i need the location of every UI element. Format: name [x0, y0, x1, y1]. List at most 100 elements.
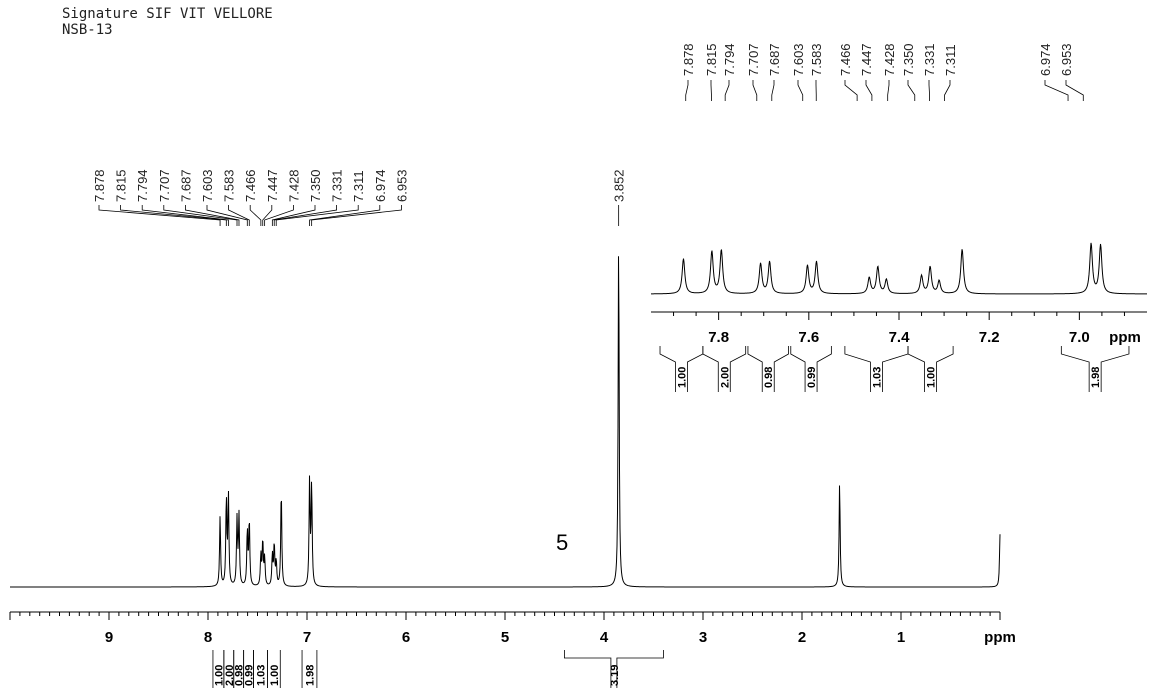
integral-bracket: [267, 650, 281, 688]
peak-label: 7.794: [135, 169, 150, 202]
peak-label: 6.953: [394, 169, 409, 202]
integral-bracket: [564, 650, 664, 688]
peak-label-leader: [185, 205, 240, 226]
x-tick-label: 7: [303, 629, 311, 646]
compound-number: 5: [556, 530, 569, 555]
inset-integral-value: 1.03: [871, 367, 883, 388]
inset-spectrum: 7.8 7.6 7.4 7.2 7.0 ppm 7.878 7.815 7.794 7.707 7.…: [650, 43, 1147, 392]
peak-label: 7.707: [157, 169, 172, 202]
inset-peak-leader: [887, 80, 890, 101]
integral-value: 2.00: [224, 665, 236, 686]
inset-integral-value: 0.98: [763, 367, 775, 388]
inset-tick-label: 7.2: [979, 329, 1000, 346]
main-spectrum: 9 8 7 6 5 4 3 2 1 ppm 7.878 7.815 7.794 7.707 7.687 7.6…: [9, 169, 1016, 688]
peak-label-leader: [163, 205, 238, 226]
inset-peak-leader: [685, 80, 689, 101]
peak-label-leader: [228, 205, 250, 226]
inset-peak-leader: [797, 80, 804, 101]
inset-peak-label: 7.603: [791, 43, 806, 76]
inset-unit-label: ppm: [1109, 329, 1141, 346]
integral-value: 3.19: [609, 665, 621, 686]
spectrum-title: Signature SIF VIT VELLORE: [62, 6, 273, 22]
inset-peak-leader: [752, 80, 758, 101]
inset-peak-label: 7.311: [943, 44, 958, 76]
inset-peak-leader: [724, 80, 730, 101]
inset-peak-label: 7.687: [767, 43, 782, 76]
peak-label: 7.878: [92, 169, 107, 202]
x-tick-label: 5: [501, 629, 509, 646]
inset-integral-bracket: [1060, 346, 1130, 392]
inset-peak-leader: [1044, 80, 1069, 101]
x-tick-label: 1: [897, 629, 905, 646]
peak-label: 7.466: [243, 169, 258, 202]
inset-tick-label: 7.8: [708, 329, 729, 346]
peak-label-leader: [275, 205, 359, 226]
inset-integral-value: 1.98: [1090, 367, 1102, 388]
inset-tick-label: 7.0: [1069, 329, 1090, 346]
peak-label-leader: [206, 205, 248, 226]
x-tick-label: 8: [204, 629, 212, 646]
peak-label-leader: [309, 205, 381, 226]
x-tick-label: 9: [105, 629, 113, 646]
inset-peak-leader: [1065, 80, 1084, 101]
peak-label: 7.687: [178, 169, 193, 202]
peak-label: 7.311: [351, 170, 366, 202]
peak-label: 3.852: [612, 169, 627, 202]
x-tick-label: 3: [699, 629, 707, 646]
inset-peak-leader: [771, 80, 775, 101]
peak-label-leader: [120, 205, 227, 226]
inset-integral-bracket: [907, 346, 954, 392]
integral-value: 0.98: [234, 665, 246, 686]
inset-peak-leader: [907, 80, 916, 101]
inset-integral-bracket: [747, 346, 789, 392]
peak-label-leader: [271, 205, 316, 226]
peak-label: 7.815: [114, 169, 129, 202]
inset-integral-bracket: [702, 346, 747, 392]
spectrum-trace: [10, 256, 1001, 588]
peak-label-leader: [311, 205, 402, 226]
peak-label: 7.350: [308, 169, 323, 202]
peak-label-leader: [141, 205, 229, 226]
inset-peak-label: 7.331: [922, 43, 937, 76]
inset-peak-leader: [944, 80, 951, 101]
inset-integral-value: 0.99: [806, 367, 818, 388]
peak-label-leader: [249, 205, 262, 226]
peak-label: 7.583: [222, 169, 237, 202]
inset-spectrum-trace: [650, 242, 1147, 295]
peak-label: 7.428: [286, 169, 301, 202]
inset-peak-label: 7.447: [859, 43, 874, 76]
inset-peak-label: 7.707: [746, 43, 761, 76]
peak-label-leader: [273, 205, 337, 226]
inset-integral-value: 1.00: [676, 367, 688, 388]
peak-label-leader: [262, 205, 273, 226]
integral-value: 1.03: [255, 665, 267, 686]
peak-label: 7.447: [265, 169, 280, 202]
x-unit-label: ppm: [984, 629, 1016, 646]
integral-value: 1.00: [269, 665, 281, 686]
inset-peak-label: 7.466: [838, 43, 853, 76]
peak-label: 7.603: [200, 169, 215, 202]
inset-integral-value: 1.00: [926, 367, 938, 388]
inset-integral-value: 2.00: [719, 367, 731, 388]
inset-tick-label: 7.4: [889, 329, 911, 346]
integral-value: 1.98: [304, 665, 316, 686]
inset-tick-label: 7.6: [798, 329, 819, 346]
inset-peak-label: 7.878: [681, 43, 696, 76]
inset-peak-label: 6.974: [1038, 43, 1053, 76]
inset-peak-leader: [865, 80, 873, 101]
x-tick-label: 4: [600, 629, 609, 646]
integral-value: 1.00: [213, 665, 225, 686]
inset-peak-label: 7.350: [901, 43, 916, 76]
inset-peak-label: 7.815: [704, 43, 719, 76]
inset-peak-label: 7.583: [809, 43, 824, 76]
integral-bracket: [301, 650, 318, 688]
x-tick-label: 6: [402, 629, 410, 646]
inset-peak-label: 7.428: [882, 43, 897, 76]
peak-label: 7.331: [330, 169, 345, 202]
peak-label-leader: [264, 205, 294, 226]
peak-label-leader: [98, 205, 221, 226]
inset-peak-leader: [928, 80, 930, 101]
sample-id: NSB-13: [62, 22, 113, 38]
integral-value: 0.99: [244, 665, 256, 686]
